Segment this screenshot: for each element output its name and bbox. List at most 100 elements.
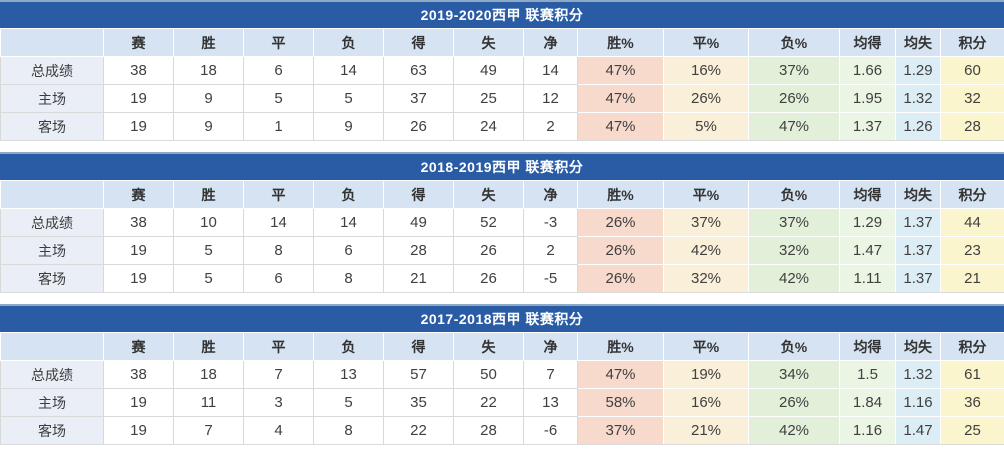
table-row-home: 主场 19 5 8 6 28 26 2 26% 42% 32% 1.47 1.3… [0,236,1004,265]
stat-cell: 63 [383,56,454,85]
stat-cell: 26 [383,112,454,141]
stat-cell: 14 [313,56,384,85]
stat-cell: 1.16 [839,416,896,445]
stat-cell: 6 [313,236,384,265]
stat-cell: 19% [663,360,749,389]
column-header-goals-for: 得 [383,28,454,57]
stat-cell: 5 [243,84,314,113]
column-header-goal-diff: 净 [523,180,578,209]
stat-cell: 1.26 [895,112,941,141]
column-header-goals-against: 失 [453,28,524,57]
stat-cell: 8 [313,416,384,445]
column-header-avg-against: 均失 [895,332,941,361]
stat-cell: 9 [313,112,384,141]
stat-cell: 16% [663,388,749,417]
stat-cell: 32% [748,236,840,265]
stat-cell: 5% [663,112,749,141]
table-title-bar: 2019-2020西甲 联赛积分 [0,0,1004,28]
column-header-goals-for: 得 [383,180,454,209]
stat-cell: 26 [453,264,524,293]
column-header-avg-for: 均得 [839,180,896,209]
stat-cell: 1.29 [839,208,896,237]
stat-cell: 37% [663,208,749,237]
stat-cell: 52 [453,208,524,237]
table-row-away: 客场 19 9 1 9 26 24 2 47% 5% 47% 1.37 1.26… [0,112,1004,141]
stat-cell: 37 [383,84,454,113]
column-header-empty [0,180,104,209]
stat-cell: 42% [748,416,840,445]
stat-cell: 1.32 [895,360,941,389]
stat-cell: 37% [748,56,840,85]
stat-cell: 1.84 [839,388,896,417]
stat-cell: 5 [173,264,244,293]
stat-cell: 6 [243,264,314,293]
column-header-win-pct: 胜% [577,332,664,361]
stat-cell: 19 [103,84,174,113]
column-header-win-pct: 胜% [577,28,664,57]
stat-cell: 1.37 [895,236,941,265]
stats-table: 赛 胜 平 负 得 失 净 胜% 平% 负% 均得 均失 积分 总成绩 38 1… [0,180,1004,293]
stat-cell: 1.37 [895,264,941,293]
stat-cell: 6 [243,56,314,85]
stat-cell: 14 [243,208,314,237]
header-row: 赛 胜 平 负 得 失 净 胜% 平% 负% 均得 均失 积分 [0,332,1004,361]
table-title: 2018-2019西甲 联赛积分 [420,159,584,175]
stat-cell: 49 [383,208,454,237]
stat-cell: 21 [383,264,454,293]
stat-cell: 21% [663,416,749,445]
column-header-avg-against: 均失 [895,28,941,57]
stat-cell: 36 [940,388,1004,417]
stat-cell: 49 [453,56,524,85]
stat-cell: 1.5 [839,360,896,389]
column-header-empty [0,332,104,361]
stat-cell: 18 [173,56,244,85]
table-row-total: 总成绩 38 10 14 14 49 52 -3 26% 37% 37% 1.2… [0,208,1004,237]
table-title-bar: 2017-2018西甲 联赛积分 [0,304,1004,332]
stat-cell: 1 [243,112,314,141]
stat-cell: 14 [313,208,384,237]
stat-cell: 7 [243,360,314,389]
column-header-draw-pct: 平% [663,180,749,209]
stat-cell: 32% [663,264,749,293]
stat-cell: 5 [313,84,384,113]
stat-cell: 58% [577,388,664,417]
column-header-goal-diff: 净 [523,28,578,57]
stat-cell: 47% [748,112,840,141]
stat-cell: 32 [940,84,1004,113]
stat-cell: 26% [663,84,749,113]
column-header-draws: 平 [243,332,314,361]
stat-cell: 1.47 [895,416,941,445]
stat-cell: 38 [103,208,174,237]
stat-cell: 26% [577,264,664,293]
stat-cell: 3 [243,388,314,417]
column-header-wins: 胜 [173,180,244,209]
stat-cell: 19 [103,416,174,445]
table-row-away: 客场 19 7 4 8 22 28 -6 37% 21% 42% 1.16 1.… [0,416,1004,445]
stat-cell: 28 [453,416,524,445]
stats-table: 赛 胜 平 负 得 失 净 胜% 平% 负% 均得 均失 积分 总成绩 38 1… [0,332,1004,445]
stat-cell: 37% [748,208,840,237]
row-label: 客场 [0,264,104,293]
column-header-win-pct: 胜% [577,180,664,209]
stat-cell: 24 [453,112,524,141]
stat-cell: 1.66 [839,56,896,85]
stat-cell: 35 [383,388,454,417]
table-title: 2019-2020西甲 联赛积分 [420,7,584,23]
row-label: 客场 [0,416,104,445]
stat-cell: 9 [173,84,244,113]
stat-cell: 57 [383,360,454,389]
column-header-empty [0,28,104,57]
row-label: 总成绩 [0,208,104,237]
column-header-losses: 负 [313,332,384,361]
stat-cell: 18 [173,360,244,389]
stat-cell: 26 [453,236,524,265]
stat-cell: 8 [243,236,314,265]
stat-cell: -3 [523,208,578,237]
stat-cell: 38 [103,56,174,85]
stat-cell: 13 [523,388,578,417]
stat-cell: 25 [453,84,524,113]
stat-cell: 7 [173,416,244,445]
column-header-games: 赛 [103,332,174,361]
stat-cell: 25 [940,416,1004,445]
stat-cell: 8 [313,264,384,293]
